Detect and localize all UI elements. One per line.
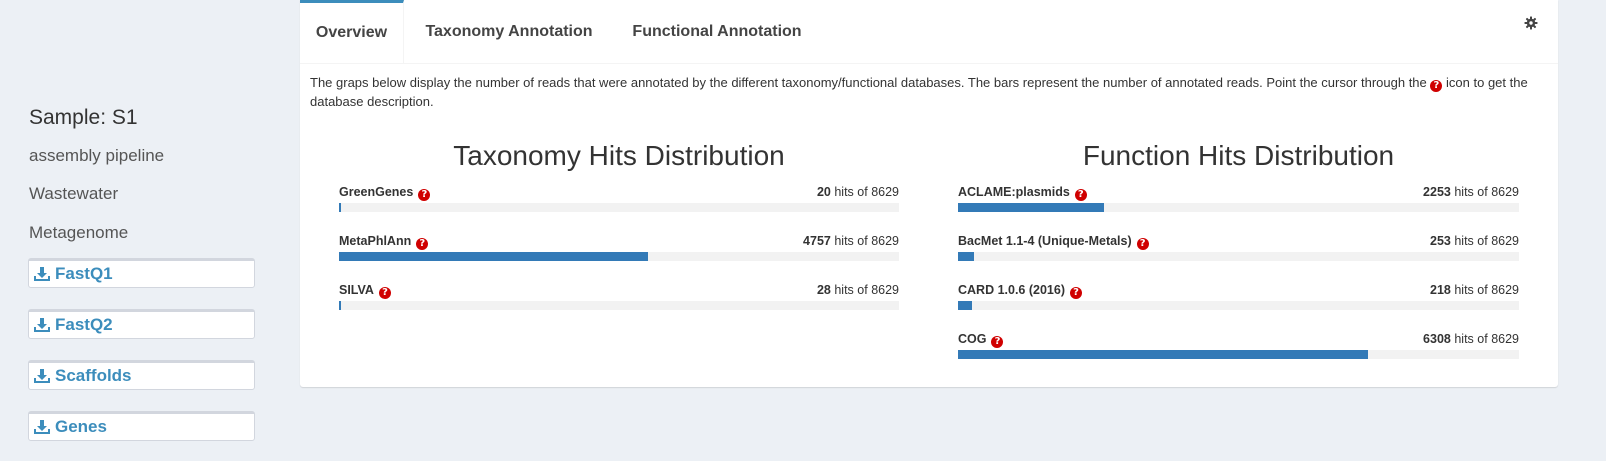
hits-total: 8629 (1491, 283, 1519, 297)
database-name: MetaPhlAnn (339, 234, 412, 248)
taxonomy-chart-title: Taxonomy Hits Distribution (453, 140, 785, 171)
database-name: BacMet 1.1-4 (Unique-Metals) (958, 234, 1132, 248)
hits-bar-track (958, 252, 1519, 261)
download-icon (34, 369, 50, 383)
hits-bar-metaphlann (339, 252, 648, 261)
hits-bar-track (339, 301, 899, 310)
hits-value: 20 (816, 185, 831, 199)
hits-bar-silva (339, 301, 341, 310)
help-icon[interactable]: ? (418, 189, 431, 201)
database-name: GreenGenes (339, 185, 414, 199)
hits-bar-track (958, 350, 1519, 359)
hits-value: 4757 (803, 234, 831, 248)
hits-row-aclame-plasmids: ACLAME:plasmids? 2253 hits of 8629 (958, 185, 1519, 225)
hits-label-metaphlann: MetaPhlAnn? (339, 234, 429, 250)
hits-value: 6308 (1423, 332, 1451, 346)
sample-type: Metagenome (29, 223, 129, 242)
hits-total: 8629 (1491, 234, 1519, 248)
hits-bar-aclame-plasmids (958, 203, 1104, 212)
help-icon[interactable]: ? (1070, 287, 1082, 299)
help-icon[interactable]: ? (1074, 189, 1087, 201)
download-genes-button[interactable]: Genes (28, 411, 255, 441)
sample-pipeline: assembly pipeline (29, 146, 165, 165)
hits-total: 8629 (1491, 332, 1519, 346)
hits-bar-track (339, 203, 899, 212)
description-text-end: icon to get the database description. (310, 75, 1528, 109)
hits-suffix: hits of (1454, 185, 1488, 199)
hits-count-bacmet-1-1-4-unique-metals: 253 hits of 8629 (1430, 234, 1519, 248)
hits-count-aclame-plasmids: 2253 hits of 8629 (1423, 185, 1519, 199)
hits-label-greengenes: GreenGenes? (339, 185, 431, 201)
help-icon: ? (1430, 80, 1443, 92)
tab-taxonomy-annotation[interactable]: Taxonomy Annotation (425, 22, 593, 40)
download-genes-label: Genes (55, 417, 107, 436)
hits-label-cog: COG? (958, 332, 1004, 348)
hits-suffix: hits of (834, 234, 868, 248)
function-chart-title: Function Hits Distribution (1082, 140, 1395, 171)
hits-count-card-1-0-6-2016: 218 hits of 8629 (1430, 283, 1519, 297)
download-icon (34, 267, 50, 281)
sample-environment: Wastewater (29, 184, 119, 203)
overview-panel: Overview Taxonomy Annotation Functional … (300, 0, 1558, 387)
hits-bar-bacmet-1-1-4-unique-metals (958, 252, 974, 261)
hits-row-silva: SILVA? 28 hits of 8629 (339, 283, 899, 323)
download-fastq1-button[interactable]: FastQ1 (28, 258, 255, 288)
hits-row-card-1-0-6-2016: CARD 1.0.6 (2016)? 218 hits of 8629 (958, 283, 1519, 323)
gear-icon[interactable] (1524, 16, 1538, 30)
hits-bar-greengenes (339, 203, 341, 212)
hits-suffix: hits of (1454, 234, 1488, 248)
help-icon[interactable]: ? (378, 287, 391, 299)
hits-value: 253 (1430, 234, 1451, 248)
tab-overview[interactable]: Overview (300, 0, 404, 63)
hits-count-metaphlann: 4757 hits of 8629 (803, 234, 899, 248)
tab-bar: Overview Taxonomy Annotation Functional … (300, 0, 1558, 64)
hits-suffix: hits of (834, 283, 868, 297)
sample-title: Sample: S1 (29, 106, 138, 129)
help-icon[interactable]: ? (991, 336, 1004, 348)
hits-value: 218 (1430, 283, 1451, 297)
download-scaffolds-button[interactable]: Scaffolds (28, 360, 255, 390)
database-name: COG (958, 332, 987, 346)
hits-row-metaphlann: MetaPhlAnn? 4757 hits of 8629 (339, 234, 899, 274)
download-icon (34, 420, 50, 434)
hits-value: 28 (816, 283, 831, 297)
overview-description: The graps below display the number of re… (310, 73, 1548, 111)
help-icon[interactable]: ? (1136, 238, 1149, 250)
hits-row-cog: COG? 6308 hits of 8629 (958, 332, 1519, 372)
hits-suffix: hits of (834, 185, 868, 199)
download-fastq1-label: FastQ1 (55, 264, 113, 283)
hits-label-silva: SILVA? (339, 283, 391, 299)
database-name: ACLAME:plasmids (958, 185, 1070, 199)
hits-suffix: hits of (1454, 283, 1488, 297)
hits-label-aclame-plasmids: ACLAME:plasmids? (958, 185, 1087, 201)
hits-total: 8629 (871, 185, 899, 199)
download-icon (34, 318, 50, 332)
hits-label-bacmet-1-1-4-unique-metals: BacMet 1.1-4 (Unique-Metals)? (958, 234, 1149, 250)
description-text: The graps below display the number of re… (310, 75, 1427, 90)
database-name: SILVA (339, 283, 374, 297)
hits-row-greengenes: GreenGenes? 20 hits of 8629 (339, 185, 899, 225)
hits-count-cog: 6308 hits of 8629 (1423, 332, 1519, 346)
hits-bar-track (958, 301, 1519, 310)
help-icon[interactable]: ? (416, 238, 429, 250)
hits-count-greengenes: 20 hits of 8629 (817, 185, 899, 199)
hits-bar-cog (958, 350, 1368, 359)
tab-functional-annotation[interactable]: Functional Annotation (632, 22, 802, 40)
download-fastq2-button[interactable]: FastQ2 (28, 309, 255, 339)
hits-bar-card-1-0-6-2016 (958, 301, 972, 310)
hits-value: 2253 (1423, 185, 1451, 199)
hits-total: 8629 (1491, 185, 1519, 199)
hits-total: 8629 (871, 283, 899, 297)
hits-bar-track (339, 252, 899, 261)
hits-count-silva: 28 hits of 8629 (817, 283, 899, 297)
hits-suffix: hits of (1454, 332, 1488, 346)
download-fastq2-label: FastQ2 (55, 315, 113, 334)
hits-label-card-1-0-6-2016: CARD 1.0.6 (2016)? (958, 283, 1082, 299)
hits-row-bacmet-1-1-4-unique-metals: BacMet 1.1-4 (Unique-Metals)? 253 hits of… (958, 234, 1519, 274)
download-scaffolds-label: Scaffolds (55, 366, 132, 385)
hits-bar-track (958, 203, 1519, 212)
database-name: CARD 1.0.6 (2016) (958, 283, 1065, 297)
sidebar: Sample: S1 assembly pipeline Wastewater … (0, 0, 290, 461)
hits-total: 8629 (871, 234, 899, 248)
